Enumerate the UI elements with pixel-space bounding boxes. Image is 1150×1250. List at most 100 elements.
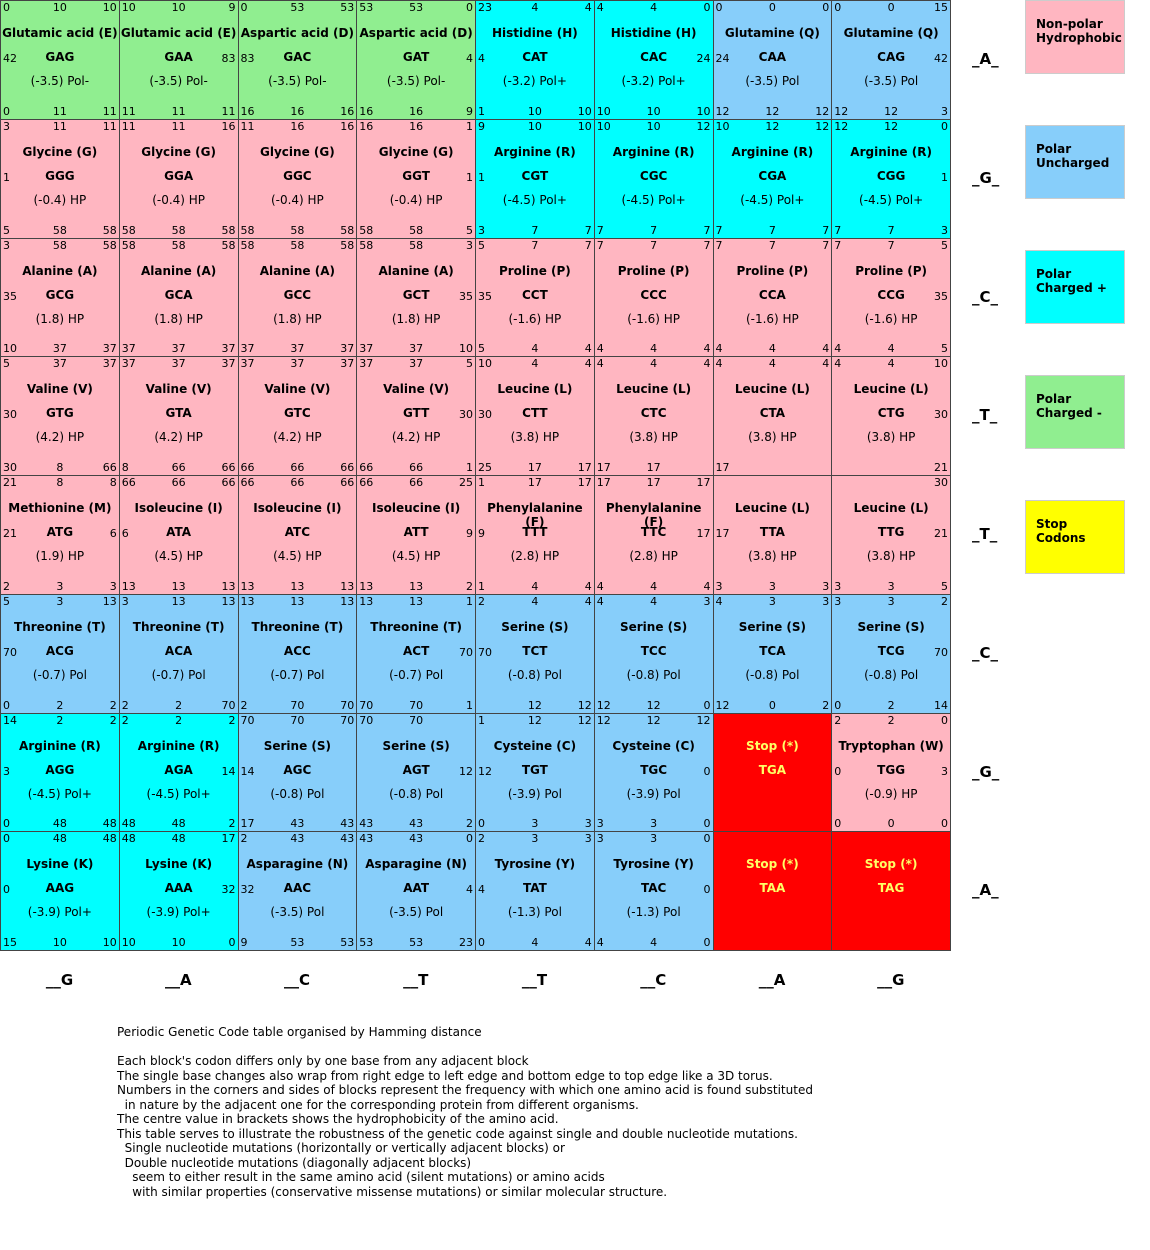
codon-cell-gag: 0 10 10 42 0 11 11 Glutamic acid (E) GAG (-3.5) P… <box>0 0 120 120</box>
substitution-count-r: 1 <box>466 170 473 184</box>
amino-acid-name: Isoleucine (I) <box>253 501 342 515</box>
substitution-count-t: 37 <box>171 357 186 371</box>
codon-grid: 0 10 10 42 0 11 11 Glutamic acid (E) GAG (-3.5) P… <box>0 0 951 951</box>
substitution-count-tr: 0 <box>822 1 830 14</box>
substitution-count-tl: 5 <box>3 594 10 608</box>
codon-label: TAT <box>522 881 547 896</box>
substitution-count-tr: 0 <box>941 713 948 727</box>
legend-swatch: Polar Uncharged <box>1025 125 1125 199</box>
substitution-count-br: 58 <box>340 223 355 237</box>
amino-acid-name: Stop (*) <box>864 857 918 872</box>
substitution-count-b: 12 <box>765 104 780 118</box>
substitution-count-br: 48 <box>102 817 117 831</box>
substitution-count-bl: 0 <box>478 817 485 831</box>
substitution-count-bl: 4 <box>596 936 604 949</box>
codon-label: GCT <box>402 287 430 302</box>
amino-acid-name: Threonine (T) <box>14 619 106 634</box>
substitution-count-br: 3 <box>109 579 117 593</box>
codon-label: GTA <box>165 406 192 421</box>
substitution-count-b: 3 <box>650 817 658 831</box>
hydrophobicity-value: (-1.6) HP <box>745 311 799 326</box>
substitution-count-tl: 13 <box>240 594 255 608</box>
codon-cell-ggg: 3 11 11 1 5 58 58 Glycine (G) GGG (-0.4) HP <box>0 118 120 239</box>
substitution-count-br: 0 <box>941 817 948 831</box>
row-label: _G_ <box>972 762 1000 781</box>
codon-label: AAA <box>164 881 193 896</box>
substitution-count-r: 1 <box>941 170 948 184</box>
substitution-count-r: 30 <box>934 408 948 422</box>
codon-label: CAT <box>522 50 548 64</box>
substitution-count-bl: 0 <box>834 698 842 712</box>
hydrophobicity-value: (-1.3) Pol <box>507 905 562 920</box>
substitution-count-t: 2 <box>887 713 895 727</box>
substitution-count-br: 10 <box>102 936 117 949</box>
substitution-count-tl: 7 <box>834 238 842 252</box>
legend-label: Polar Uncharged <box>1036 142 1110 170</box>
substitution-count-bl: 0 <box>3 104 10 118</box>
substitution-count-br: 4 <box>703 342 711 356</box>
substitution-count-br: 2 <box>466 817 473 831</box>
codon-label: ATT <box>403 525 429 539</box>
substitution-count-bl: 30 <box>3 461 17 474</box>
hydrophobicity-value: (4.2) HP <box>154 430 203 445</box>
substitution-count-br: 21 <box>934 461 948 474</box>
substitution-count-bl: 12 <box>596 698 611 712</box>
codon-cell-tca: 4 3 3 12 0 2 Serine (S) TCA (-0.8) Pol <box>712 593 833 714</box>
substitution-count-tr: 17 <box>696 476 711 489</box>
substitution-count-t: 37 <box>290 357 305 371</box>
codon-label: GGA <box>164 168 194 183</box>
amino-acid-name: Proline (P) <box>736 263 809 278</box>
substitution-count-tr: 66 <box>340 476 355 489</box>
substitution-count-tr: 3 <box>466 238 473 252</box>
substitution-count-b: 4 <box>531 342 539 356</box>
codon-cell-cta: 4 4 4 17 Leucine (L) CTA (3.8) HP <box>712 356 833 476</box>
substitution-count-bl: 5 <box>478 342 485 356</box>
substitution-count-tl: 10 <box>596 119 611 133</box>
substitution-count-tl: 11 <box>121 119 136 133</box>
substitution-count-b: 12 <box>527 698 542 712</box>
codon-cell-ctg: 4 4 10 30 21 Leucine (L) CTG (3.8) HP <box>831 356 951 476</box>
substitution-count-bl: 12 <box>715 104 730 118</box>
codon-label: AAG <box>45 881 75 896</box>
amino-acid-name: Leucine (L) <box>734 382 810 397</box>
amino-acid-name: Serine (S) <box>501 619 569 634</box>
substitution-count-r: 70 <box>934 645 948 659</box>
substitution-count-bl: 4 <box>834 342 842 356</box>
substitution-count-tl: 70 <box>240 713 255 727</box>
codon-label: TGA <box>758 762 787 777</box>
hydrophobicity-value: (-0.7) Pol <box>32 667 87 682</box>
substitution-count-b: 17 <box>527 461 542 474</box>
substitution-count-tl: 9 <box>478 119 485 133</box>
hydrophobicity-value: (4.2) HP <box>273 430 322 445</box>
amino-acid-name: Proline (P) <box>617 263 690 278</box>
substitution-count-b: 13 <box>290 579 305 593</box>
hydrophobicity-value: (1.8) HP <box>391 311 441 326</box>
substitution-count-br: 58 <box>102 223 117 237</box>
substitution-count-bl: 37 <box>359 342 374 356</box>
codon-label: TCT <box>522 643 548 658</box>
substitution-count-t: 13 <box>171 594 186 608</box>
substitution-count-br: 1 <box>466 461 473 474</box>
codon-label: GGC <box>283 168 312 183</box>
notes-line: The single base changes also wrap from r… <box>117 1068 773 1083</box>
substitution-count-tl: 7 <box>596 238 604 252</box>
substitution-count-b: 70 <box>290 698 305 712</box>
notes-line: The centre value in brackets shows the h… <box>117 1112 559 1126</box>
substitution-count-b: 11 <box>171 104 186 118</box>
substitution-count-t: 58 <box>290 238 305 252</box>
substitution-count-tr: 0 <box>703 1 711 14</box>
substitution-count-l: 9 <box>478 527 485 540</box>
substitution-count-tl: 0 <box>3 1 10 14</box>
column-label: __A <box>758 971 786 989</box>
hydrophobicity-value: (-4.5) Pol+ <box>146 786 211 801</box>
legend-swatch: Polar Charged + <box>1025 250 1125 324</box>
substitution-count-b: 70 <box>409 698 424 712</box>
codon-cell-cag: 0 0 15 42 12 12 3 Glutamine (Q) CAG (-3.5) Pol <box>831 0 951 120</box>
codon-cell-gcc: 58 58 58 37 37 37 Alanine (A) GCC (1.8) HP <box>237 237 358 358</box>
substitution-count-r: 35 <box>934 289 948 303</box>
substitution-count-bl: 17 <box>240 817 255 831</box>
substitution-count-t: 7 <box>887 238 895 252</box>
substitution-count-br: 3 <box>822 579 830 593</box>
substitution-count-t: 10 <box>527 119 542 133</box>
substitution-count-t: 17 <box>646 476 661 489</box>
